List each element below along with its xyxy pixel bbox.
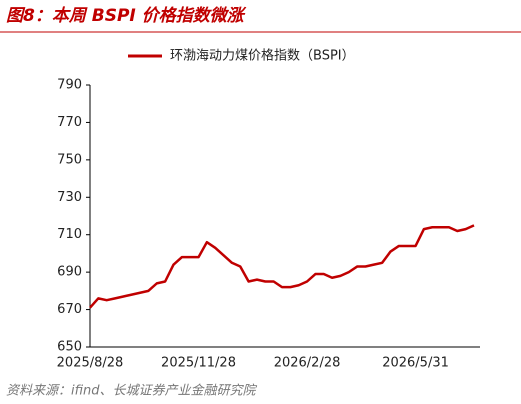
- y-tick-label: 650: [57, 340, 82, 355]
- x-tick-label: 2025/11/28: [161, 356, 236, 371]
- legend-label: 环渤海动力煤价格指数（BSPI）: [170, 48, 355, 64]
- y-tick-label: 790: [57, 78, 82, 93]
- y-tick-label: 730: [57, 190, 82, 205]
- y-tick-label: 710: [57, 227, 82, 242]
- x-tick-label: 2026/2/28: [274, 356, 341, 371]
- chart-title: 图8：本周 BSPI 价格指数微涨: [6, 6, 247, 26]
- x-tick-label: 2026/5/31: [382, 356, 449, 371]
- y-tick-label: 670: [57, 302, 82, 317]
- x-tick-label: 2025/8/28: [57, 356, 124, 371]
- data-line: [89, 224, 475, 309]
- y-tick-label: 770: [57, 115, 82, 130]
- y-tick-label: 690: [57, 265, 82, 280]
- source-note: 资料来源：ifind、长城证券产业金融研究院: [6, 383, 258, 399]
- y-tick-label: 750: [57, 152, 82, 167]
